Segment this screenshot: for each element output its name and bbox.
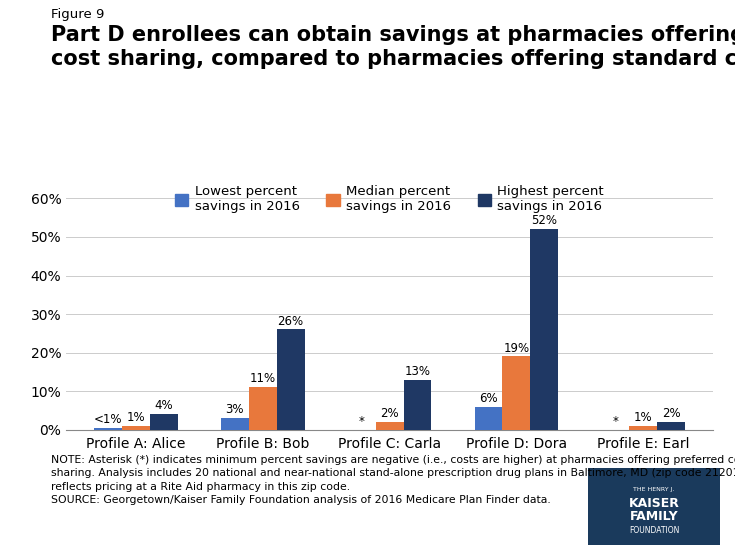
Text: 19%: 19% xyxy=(503,342,529,355)
Bar xyxy=(122,426,150,430)
Bar xyxy=(221,418,248,430)
Text: 1%: 1% xyxy=(634,411,653,424)
Text: 2%: 2% xyxy=(380,407,399,420)
Text: 2%: 2% xyxy=(662,407,681,420)
Text: 1%: 1% xyxy=(126,411,146,424)
Bar xyxy=(404,380,431,430)
Bar xyxy=(657,422,685,430)
Text: FAMILY: FAMILY xyxy=(630,510,678,523)
Text: FOUNDATION: FOUNDATION xyxy=(629,526,679,536)
Bar xyxy=(94,428,122,430)
Text: Part D enrollees can obtain savings at pharmacies offering preferred
cost sharin: Part D enrollees can obtain savings at p… xyxy=(51,25,735,69)
Bar xyxy=(150,414,178,430)
Bar xyxy=(276,329,304,430)
Text: THE HENRY J.: THE HENRY J. xyxy=(634,488,675,493)
Bar xyxy=(475,407,503,430)
Text: Figure 9: Figure 9 xyxy=(51,8,105,21)
Text: 11%: 11% xyxy=(250,372,276,386)
Text: *: * xyxy=(612,415,618,428)
Bar xyxy=(248,387,276,430)
Bar xyxy=(629,426,657,430)
Text: KAISER: KAISER xyxy=(628,496,680,510)
Text: 3%: 3% xyxy=(226,403,244,417)
Legend: Lowest percent
savings in 2016, Median percent
savings in 2016, Highest percent
: Lowest percent savings in 2016, Median p… xyxy=(170,180,609,219)
Bar xyxy=(376,422,404,430)
Text: *: * xyxy=(359,415,365,428)
Text: NOTE: Asterisk (*) indicates minimum percent savings are negative (i.e., costs a: NOTE: Asterisk (*) indicates minimum per… xyxy=(51,455,735,505)
Text: 26%: 26% xyxy=(278,315,304,327)
Text: 52%: 52% xyxy=(531,214,557,228)
Bar xyxy=(531,229,558,430)
Text: 13%: 13% xyxy=(404,365,431,378)
Text: 4%: 4% xyxy=(154,399,173,412)
Text: <1%: <1% xyxy=(94,413,122,426)
Bar xyxy=(503,356,531,430)
Text: 6%: 6% xyxy=(479,392,498,404)
